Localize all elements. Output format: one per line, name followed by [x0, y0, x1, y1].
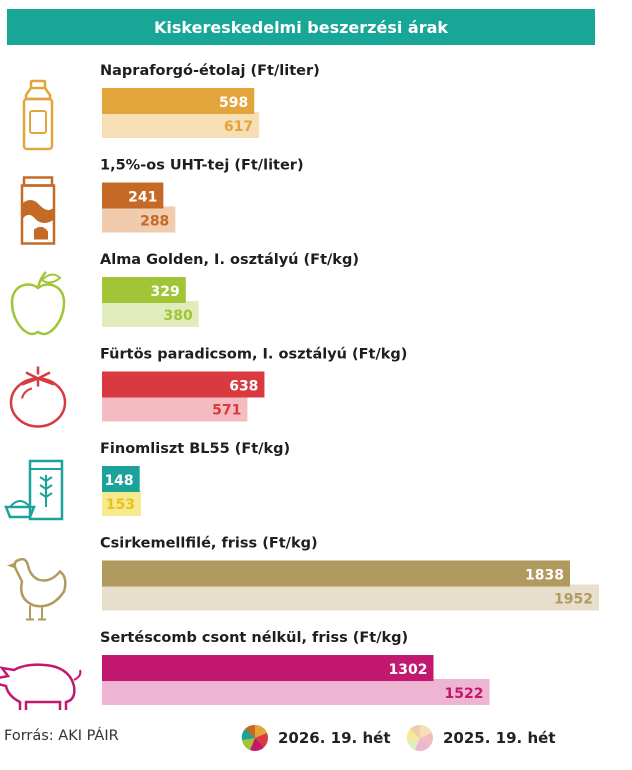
bar-current	[102, 371, 265, 398]
value-label-previous: 288	[140, 214, 169, 230]
tomato-icon	[9, 366, 67, 428]
bar-current	[102, 88, 255, 114]
category-label: Sertéscomb csont nélkül, friss (Ft/kg)	[100, 630, 408, 646]
category-label: Finomliszt BL55 (Ft/kg)	[100, 441, 290, 457]
chicken-icon	[6, 557, 67, 621]
chart-footer: Forrás: AKI PÁIR 2026. 19. hét 2025. 19.…	[0, 718, 632, 758]
chart-title: Kiskereskedelmi beszerzési árak	[7, 9, 595, 45]
category-label: Napraforgó-étolaj (Ft/liter)	[100, 63, 320, 79]
legend-label-previous: 2025. 19. hét	[443, 729, 556, 747]
value-label-previous: 380	[164, 308, 193, 324]
legend-swatch-previous-icon	[406, 724, 433, 751]
legend-swatch-current-icon	[241, 724, 268, 751]
oil-bottle-icon	[22, 79, 54, 151]
price-bar-chart: Napraforgó-étolaj (Ft/liter) 617 598 1,5%-o…	[0, 63, 599, 710]
category-label: Alma Golden, I. osztályú (Ft/kg)	[100, 252, 359, 268]
bar-current	[102, 655, 434, 681]
value-label-previous: 571	[212, 403, 241, 419]
value-label-current: 1302	[389, 662, 428, 678]
value-label-current: 148	[104, 473, 133, 489]
category-label: Fürtös paradicsom, I. osztályú (Ft/kg)	[100, 347, 407, 363]
source-note: Forrás: AKI PÁIR	[4, 728, 119, 744]
value-label-current: 1838	[525, 568, 564, 584]
value-label-previous: 153	[106, 497, 135, 513]
bar-previous	[102, 206, 176, 233]
legend-item-current: 2026. 19. hét	[240, 723, 391, 753]
bar-previous	[102, 584, 599, 611]
apple-icon	[10, 271, 66, 336]
bar-current	[102, 182, 164, 209]
bar-current	[102, 466, 140, 492]
bar-previous	[102, 301, 199, 327]
value-label-previous: 1952	[554, 592, 593, 608]
milk-carton-icon	[20, 176, 56, 245]
bar-current	[102, 277, 186, 303]
value-label-current: 638	[229, 379, 258, 395]
pig-icon	[0, 663, 82, 710]
value-label-previous: 1522	[445, 686, 484, 702]
category-label: 1,5%-os UHT-tej (Ft/liter)	[100, 158, 304, 174]
bar-previous	[102, 112, 260, 138]
flour-bag-icon	[4, 459, 64, 521]
legend-label-current: 2026. 19. hét	[278, 729, 391, 747]
value-label-current: 241	[128, 190, 157, 206]
legend-item-previous: 2025. 19. hét	[405, 723, 556, 753]
value-label-current: 329	[151, 284, 180, 300]
value-label-previous: 617	[224, 119, 253, 135]
bar-current	[102, 560, 570, 587]
value-label-current: 598	[219, 95, 248, 111]
bar-previous	[102, 490, 141, 516]
bar-previous	[102, 395, 248, 422]
category-label: Csirkemellfilé, friss (Ft/kg)	[100, 536, 318, 552]
bar-previous	[102, 679, 490, 705]
